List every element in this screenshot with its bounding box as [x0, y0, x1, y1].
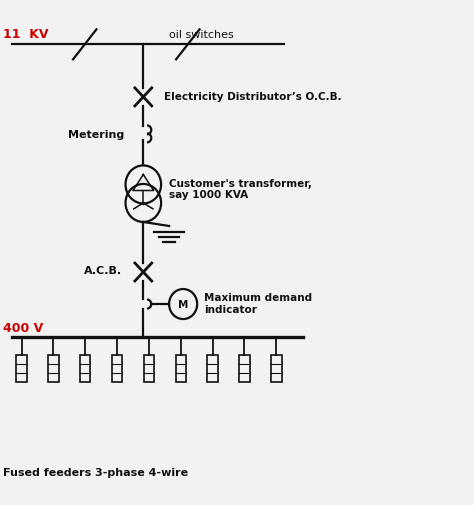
- Bar: [48, 355, 58, 382]
- Circle shape: [126, 184, 161, 223]
- Bar: [176, 355, 186, 382]
- Bar: [239, 355, 250, 382]
- Bar: [208, 355, 218, 382]
- Circle shape: [126, 166, 161, 204]
- Text: Metering: Metering: [68, 130, 125, 139]
- Text: Fused feeders 3-phase 4-wire: Fused feeders 3-phase 4-wire: [3, 467, 188, 477]
- Text: Maximum demand
indicator: Maximum demand indicator: [204, 293, 312, 314]
- Bar: [17, 355, 27, 382]
- Text: M: M: [178, 299, 188, 310]
- Text: 400 V: 400 V: [3, 322, 43, 334]
- Text: oil switches: oil switches: [169, 30, 234, 40]
- Bar: [271, 355, 282, 382]
- Text: Customer's transformer,
say 1000 KVA: Customer's transformer, say 1000 KVA: [169, 179, 312, 200]
- Bar: [80, 355, 91, 382]
- Bar: [144, 355, 154, 382]
- Text: Electricity Distributor’s O.C.B.: Electricity Distributor’s O.C.B.: [164, 92, 342, 102]
- Text: 11  KV: 11 KV: [3, 28, 48, 41]
- Text: A.C.B.: A.C.B.: [84, 266, 122, 275]
- Bar: [112, 355, 122, 382]
